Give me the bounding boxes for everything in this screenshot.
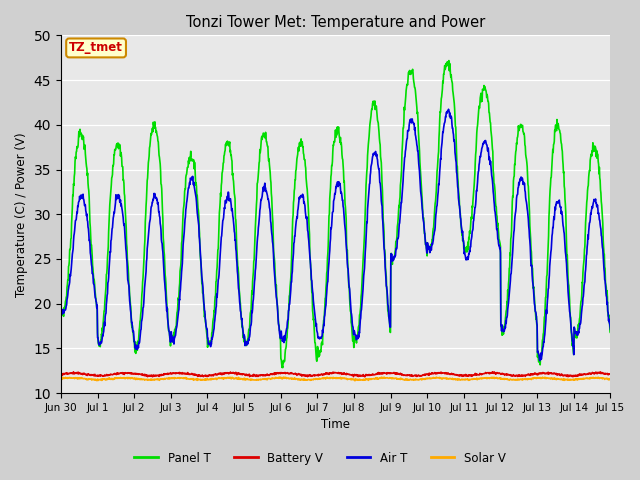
Solar V [166, 376, 173, 382]
Panel T [542, 295, 550, 300]
Line: Air T: Air T [61, 109, 611, 360]
Battery V [361, 374, 369, 380]
Title: Tonzi Tower Met: Temperature and Power: Tonzi Tower Met: Temperature and Power [186, 15, 485, 30]
Panel T [421, 237, 429, 243]
Solar V [422, 375, 429, 381]
Y-axis label: Temperature (C) / Power (V): Temperature (C) / Power (V) [15, 132, 28, 297]
Panel T [279, 365, 287, 371]
Panel T [241, 336, 248, 341]
Solar V [351, 378, 359, 384]
Panel T [179, 210, 187, 216]
Air T [57, 309, 65, 315]
Solar V [276, 374, 284, 380]
Solar V [493, 375, 501, 381]
Air T [166, 333, 173, 339]
Solar V [607, 376, 614, 382]
Air T [536, 358, 543, 363]
Solar V [57, 376, 65, 382]
X-axis label: Time: Time [321, 419, 350, 432]
Solar V [241, 376, 248, 382]
Battery V [241, 372, 249, 377]
Air T [607, 326, 614, 332]
Battery V [57, 371, 65, 376]
Air T [493, 226, 501, 231]
Battery V [166, 371, 174, 376]
Line: Solar V: Solar V [61, 377, 611, 381]
Line: Panel T: Panel T [61, 60, 611, 368]
Panel T [445, 58, 452, 63]
Air T [179, 242, 187, 248]
Text: TZ_tmet: TZ_tmet [69, 41, 123, 54]
Panel T [166, 335, 173, 340]
Battery V [607, 371, 614, 377]
Battery V [542, 371, 550, 376]
Panel T [493, 223, 501, 228]
Air T [421, 234, 429, 240]
Battery V [422, 372, 429, 378]
Legend: Panel T, Battery V, Air T, Solar V: Panel T, Battery V, Air T, Solar V [130, 447, 510, 469]
Air T [241, 334, 248, 340]
Air T [542, 317, 550, 323]
Battery V [180, 371, 188, 376]
Solar V [179, 375, 187, 381]
Panel T [607, 330, 614, 336]
Air T [445, 107, 452, 112]
Battery V [493, 371, 501, 376]
Solar V [542, 375, 550, 381]
Battery V [70, 369, 77, 375]
Line: Battery V: Battery V [61, 372, 611, 377]
Panel T [57, 301, 65, 307]
